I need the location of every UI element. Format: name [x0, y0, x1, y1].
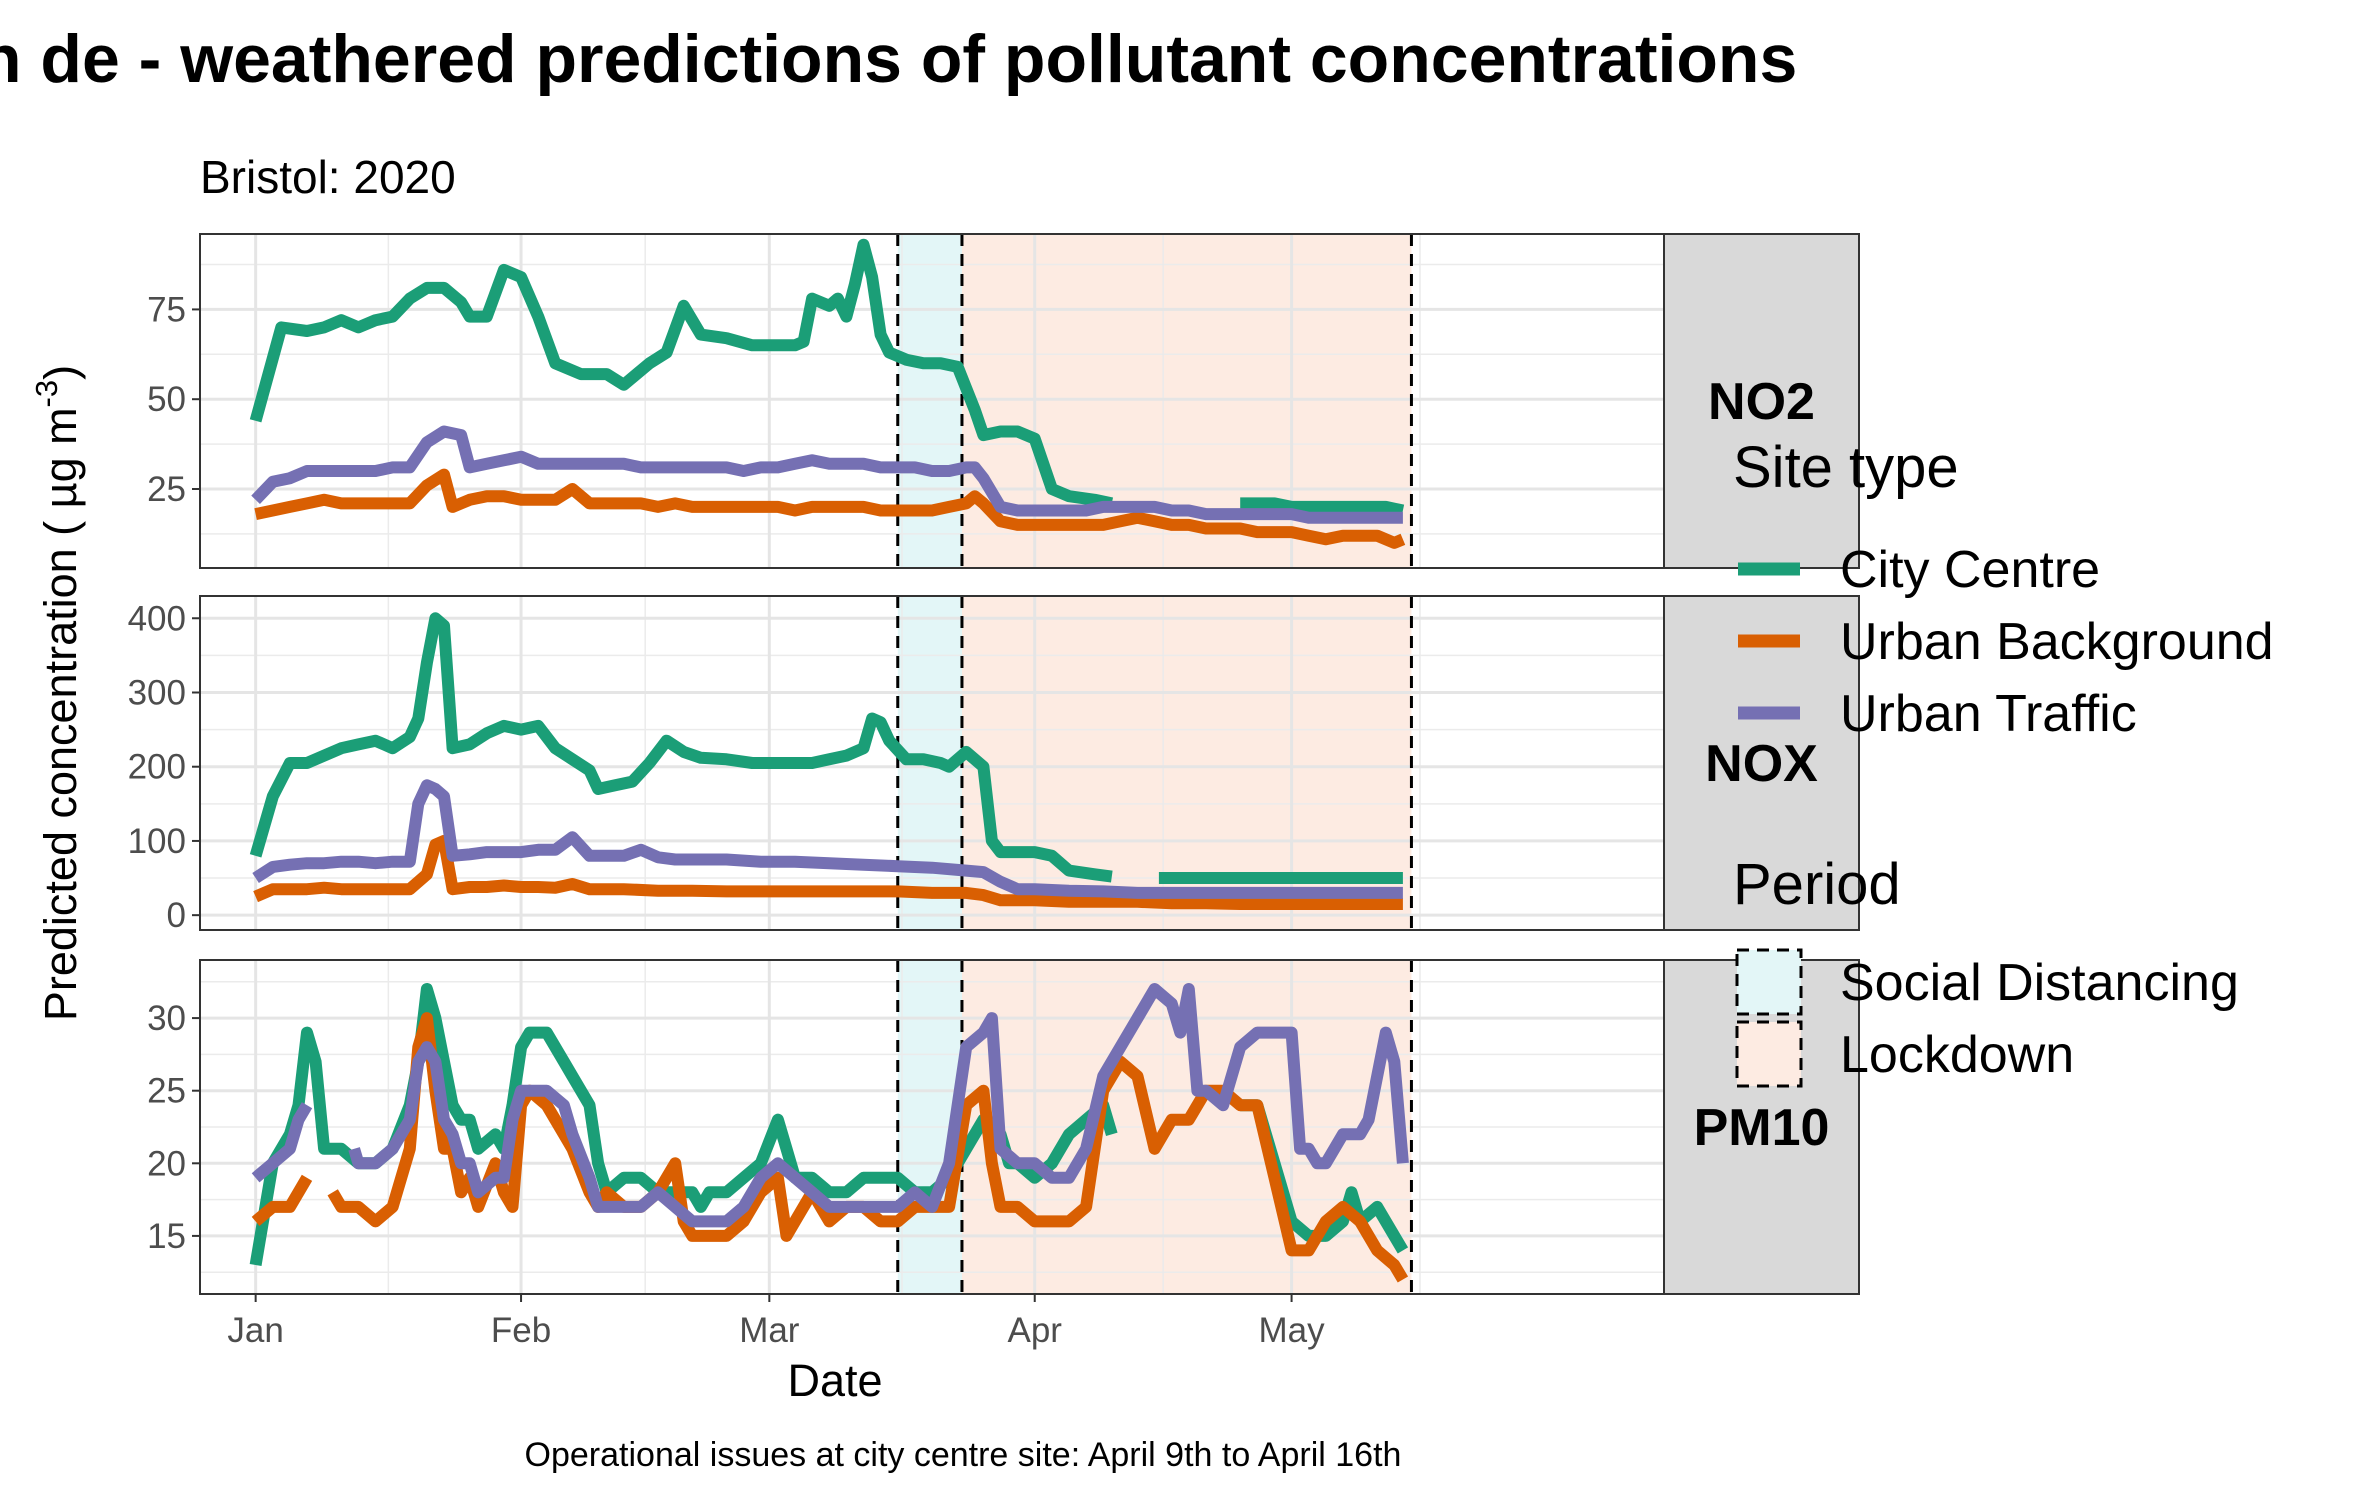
- facet-strip-label: PM10: [1694, 1099, 1830, 1157]
- chart-caption: Operational issues at city centre site: …: [525, 1436, 1402, 1474]
- series-line-urban-background: [254, 468, 1406, 549]
- legend-key-social-distancing: [1735, 948, 1803, 1016]
- y-tick-label: 75: [147, 290, 186, 329]
- facet-strip: [1663, 595, 1860, 931]
- y-tick-label: 15: [147, 1217, 186, 1256]
- panel-nox: 0 100 200 300 400 NOX: [128, 595, 1860, 935]
- y-tick-label: 30: [147, 999, 186, 1038]
- y-axis-title: Predicted concentration ( µg m-3): [29, 365, 86, 1021]
- panel-pm10: 15 20 25 30 PM10: [147, 959, 1860, 1295]
- facet-strip: [1663, 233, 1860, 569]
- legend-label: Urban Traffic: [1840, 685, 2137, 743]
- legend-key-lockdown: [1735, 1020, 1803, 1088]
- chart-subtitle: Bristol: 2020: [200, 151, 456, 203]
- chart-title: n de - weathered predictions of pollutan…: [0, 21, 1797, 97]
- x-axis: Jan Feb Mar Apr May: [227, 1294, 1325, 1350]
- legend-label: Urban Background: [1840, 613, 2274, 671]
- facet-strip: [1663, 959, 1860, 1295]
- y-tick-label: 200: [128, 748, 186, 787]
- y-tick-label: 300: [128, 673, 186, 712]
- x-tick-label: Feb: [491, 1311, 551, 1350]
- y-tick-label: 25: [147, 1072, 186, 1111]
- y-tick-label: 50: [147, 380, 186, 419]
- legend-label: Lockdown: [1840, 1026, 2074, 1084]
- legend: Site type City Centre Urban Background Urba…: [1733, 435, 2274, 1088]
- y-tick-label: 0: [167, 896, 186, 935]
- facet-strip-label: NOX: [1705, 735, 1818, 793]
- series-line-city-centre: [249, 238, 1405, 517]
- series-line-urban-background: [253, 834, 1403, 910]
- period-band-social-distancing: [897, 234, 962, 568]
- series-line-urban-traffic: [252, 779, 1403, 899]
- series-line-urban-traffic: [251, 425, 1403, 524]
- x-tick-label: Apr: [1008, 1311, 1063, 1350]
- y-tick-label: 400: [128, 599, 186, 638]
- x-tick-label: Jan: [227, 1311, 283, 1350]
- legend-title-period: Period: [1733, 852, 1901, 917]
- y-tick-label: 20: [147, 1144, 186, 1183]
- legend-label: Social Distancing: [1840, 954, 2239, 1012]
- panel-no2: 25 50 75 NO2: [147, 233, 1860, 569]
- x-tick-label: May: [1259, 1311, 1326, 1350]
- facet-strip-label: NO2: [1708, 373, 1815, 431]
- y-tick-label: 25: [147, 470, 186, 509]
- legend-title-site-type: Site type: [1733, 435, 1959, 500]
- series-line-city-centre: [249, 612, 1403, 884]
- y-tick-label: 100: [128, 822, 186, 861]
- facet-panels: 25 50 75 NO2 0 100 200 300 400 NOX 15 20 25 30 PM10: [128, 233, 1860, 1295]
- series-line-urban-traffic: [251, 983, 1409, 1228]
- x-axis-title: Date: [787, 1355, 882, 1406]
- x-tick-label: Mar: [739, 1311, 800, 1350]
- legend-label: City Centre: [1840, 541, 2100, 599]
